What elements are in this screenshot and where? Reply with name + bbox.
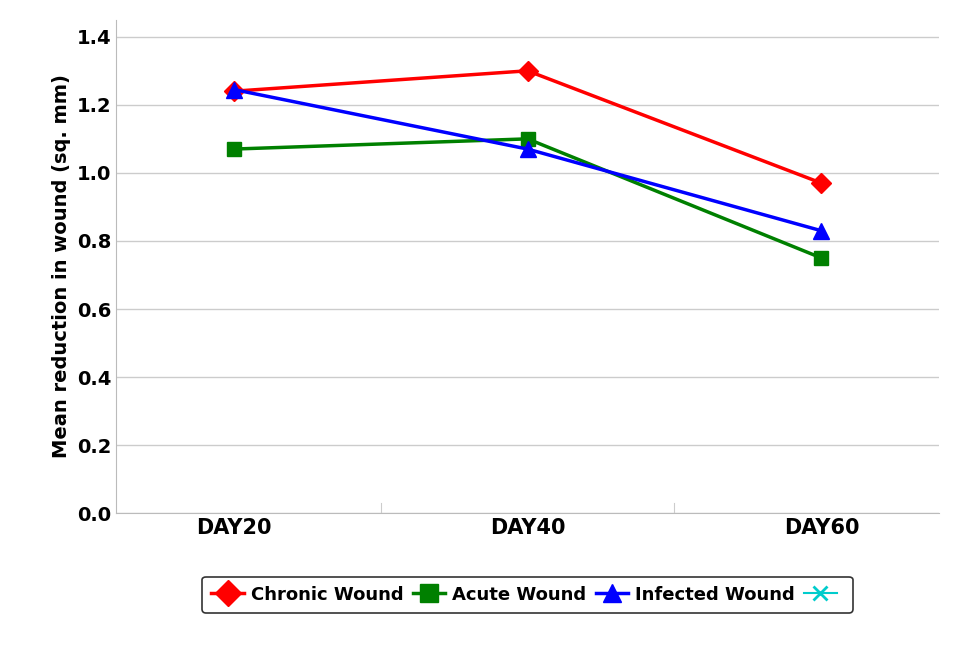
Y-axis label: Mean reduction in wound (sq. mm): Mean reduction in wound (sq. mm) [52, 74, 71, 459]
Legend: Chronic Wound, Acute Wound, Infected Wound, : Chronic Wound, Acute Wound, Infected Wou… [202, 576, 853, 613]
